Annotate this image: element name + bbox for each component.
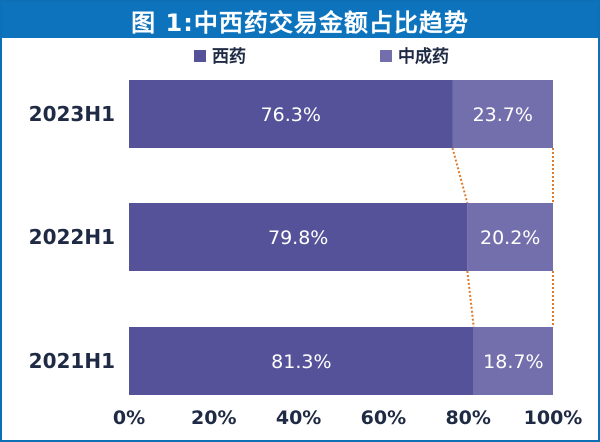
data-label: 18.7% [483,351,543,373]
data-label: 76.3% [261,104,321,126]
x-tick-label: 80% [445,407,490,429]
x-tick-label: 100% [524,407,583,429]
x-tick-label: 40% [276,407,321,429]
bar-segment [467,203,553,271]
data-label: 23.7% [473,104,533,126]
x-tick-label: 0% [113,407,145,429]
bar-segment [129,80,453,148]
legend-swatch [194,50,206,62]
bar-segment [452,80,553,148]
legend-swatch [380,50,392,62]
x-tick-label: 60% [361,407,406,429]
category-label: 2022H1 [29,225,115,249]
data-label: 20.2% [480,227,540,249]
legend-label: 西药 [212,46,246,67]
chart-title: 图 1:中西药交易金额占比趋势 [131,8,469,37]
x-tick-label: 20% [191,407,236,429]
category-label: 2021H1 [29,349,115,373]
connector-line [466,270,475,328]
data-label: 79.8% [268,227,328,249]
stacked-bar-chart: 西药 中成药 76.3% 23.7% 2023H1 79.8% 20.2% 2022H1 81.… [29,46,583,429]
title-bar: 图 1:中西药交易金额占比趋势 [2,2,598,38]
data-label: 81.3% [271,351,331,373]
bar-segment [129,203,468,271]
connector-line [451,147,469,204]
bar-segment [129,327,474,395]
category-label: 2023H1 [29,102,115,126]
legend-label: 中成药 [398,46,449,67]
bar-segment [473,327,553,395]
